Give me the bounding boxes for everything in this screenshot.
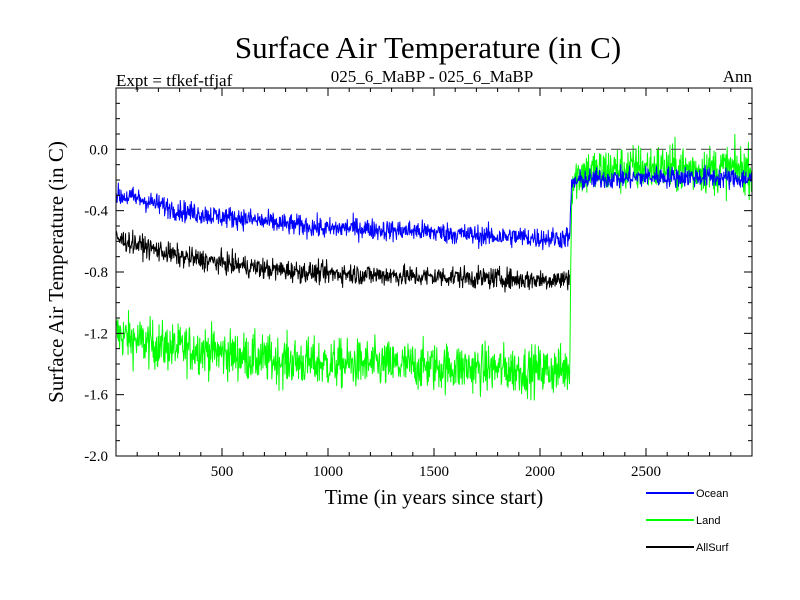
- y-tick-label: -1.6: [84, 388, 108, 404]
- y-axis-label: Surface Air Temperature (in C): [44, 141, 68, 403]
- y-tick-label: 0.0: [89, 142, 108, 158]
- x-tick-label: 2000: [525, 464, 555, 480]
- y-tick-label: -2.0: [84, 449, 108, 465]
- y-axis-ticks: -2.0 -1.6 -1.2 -0.8 -0.4 0.0: [84, 102, 752, 465]
- legend: Ocean Land AllSurf: [646, 488, 729, 554]
- x-axis-label: Time (in years since start): [325, 485, 544, 509]
- legend-label-land: Land: [696, 515, 720, 527]
- y-tick-label: -0.4: [84, 204, 108, 220]
- legend-label-allsurf: AllSurf: [696, 542, 729, 554]
- y-tick-label: -0.8: [84, 265, 108, 281]
- series-layer: [115, 133, 753, 401]
- x-tick-label: 2500: [631, 464, 661, 480]
- x-tick-label: 1000: [313, 464, 343, 480]
- legend-label-ocean: Ocean: [696, 488, 728, 500]
- series-line-ocean: [115, 164, 753, 251]
- chart-subtitle-left: Expt = tfkef-tfjaf: [116, 71, 233, 90]
- series-line-land: [115, 133, 753, 401]
- chart-title: Surface Air Temperature (in C): [235, 30, 621, 65]
- x-tick-label: 500: [211, 464, 234, 480]
- series-line-allsurf: [115, 229, 570, 293]
- y-tick-label: -1.2: [84, 326, 108, 342]
- chart-subtitle-center: 025_6_MaBP - 025_6_MaBP: [331, 67, 533, 86]
- x-axis-ticks: 500 1000 1500 2000 2500: [136, 88, 732, 480]
- chart-subtitle-right: Ann: [723, 67, 753, 86]
- x-tick-label: 1500: [419, 464, 449, 480]
